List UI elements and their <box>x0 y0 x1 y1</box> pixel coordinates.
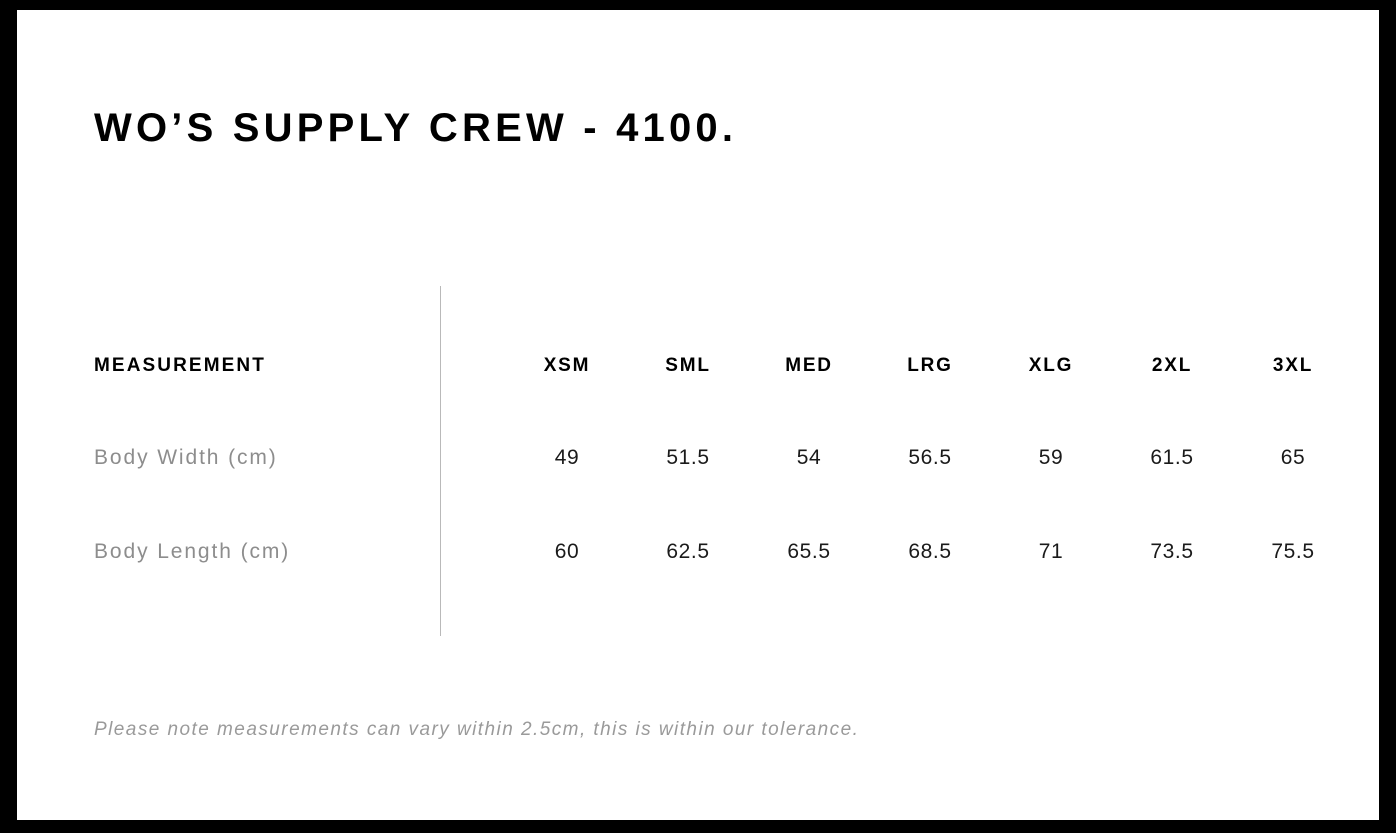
column-header-2xl: 2XL <box>1151 355 1193 376</box>
cell-body-width-xsm: 49 <box>554 446 580 469</box>
column-header-sml: SML <box>665 355 711 376</box>
cell-body-length-lrg: 68.5 <box>908 540 952 563</box>
row-label-body-length: Body Length (cm) <box>94 540 291 563</box>
cell-body-length-2xl: 73.5 <box>1150 540 1194 563</box>
size-table: MEASUREMENT XSM SML MED LRG XLG 2XL 3XL … <box>17 10 1379 820</box>
column-header-xlg: XLG <box>1028 355 1074 376</box>
tolerance-footnote: Please note measurements can vary within… <box>94 719 860 740</box>
cell-body-length-med: 65.5 <box>787 540 831 563</box>
column-header-xsm: XSM <box>543 355 591 376</box>
column-header-3xl: 3XL <box>1272 355 1314 376</box>
cell-body-width-med: 54 <box>796 446 822 469</box>
cell-body-length-sml: 62.5 <box>666 540 710 563</box>
column-header-med: MED <box>785 355 833 376</box>
column-header-measurement: MEASUREMENT <box>94 355 266 376</box>
page-title: WO’S SUPPLY CREW - 4100. <box>94 106 738 150</box>
cell-body-length-xsm: 60 <box>554 540 580 563</box>
cell-body-length-xlg: 71 <box>1038 540 1064 563</box>
cell-body-width-3xl: 65 <box>1280 446 1306 469</box>
column-header-lrg: LRG <box>907 355 953 376</box>
cell-body-width-sml: 51.5 <box>666 446 710 469</box>
table-vertical-divider <box>440 286 441 636</box>
cell-body-width-2xl: 61.5 <box>1150 446 1194 469</box>
size-chart-sheet: WO’S SUPPLY CREW - 4100. MEASUREMENT XSM… <box>17 10 1379 820</box>
cell-body-length-3xl: 75.5 <box>1271 540 1315 563</box>
cell-body-width-lrg: 56.5 <box>908 446 952 469</box>
cell-body-width-xlg: 59 <box>1038 446 1064 469</box>
row-label-body-width: Body Width (cm) <box>94 446 278 469</box>
